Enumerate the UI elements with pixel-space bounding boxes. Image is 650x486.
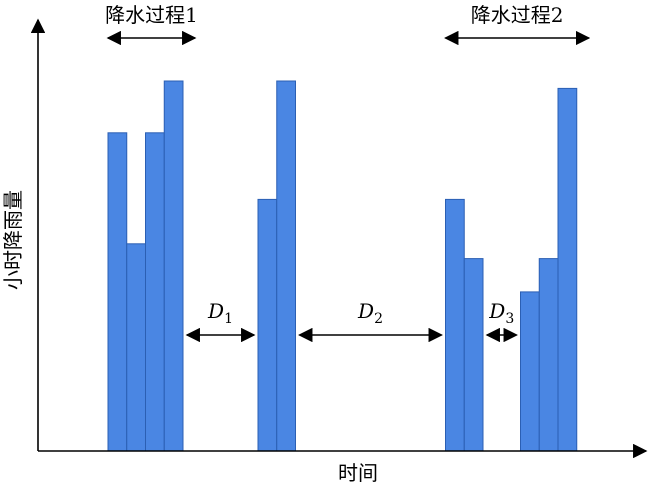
gap-1-label: D1 bbox=[207, 299, 233, 327]
bar-6 bbox=[276, 80, 296, 452]
event-2-label: 降水过程2 bbox=[471, 3, 564, 27]
x-axis-label: 时间 bbox=[338, 461, 378, 485]
y-axis-label: 小时降雨量 bbox=[1, 190, 25, 290]
gap-3-label: D3 bbox=[488, 299, 514, 327]
bar-4 bbox=[163, 80, 184, 452]
annotations-layer: 降水过程1 降水过程2 D1 D2 D3 bbox=[105, 3, 591, 343]
bar-1 bbox=[107, 132, 128, 452]
gap-2-label: D2 bbox=[357, 299, 383, 327]
bars-layer bbox=[107, 80, 578, 452]
bar-5 bbox=[257, 198, 278, 452]
bar-10 bbox=[538, 258, 559, 452]
bar-11 bbox=[557, 87, 578, 452]
bar-3 bbox=[145, 132, 165, 452]
bar-2 bbox=[126, 243, 146, 452]
bar-8 bbox=[463, 258, 484, 452]
bar-7 bbox=[445, 198, 465, 452]
bar-9 bbox=[520, 291, 540, 452]
event-1-label: 降水过程1 bbox=[105, 3, 198, 27]
